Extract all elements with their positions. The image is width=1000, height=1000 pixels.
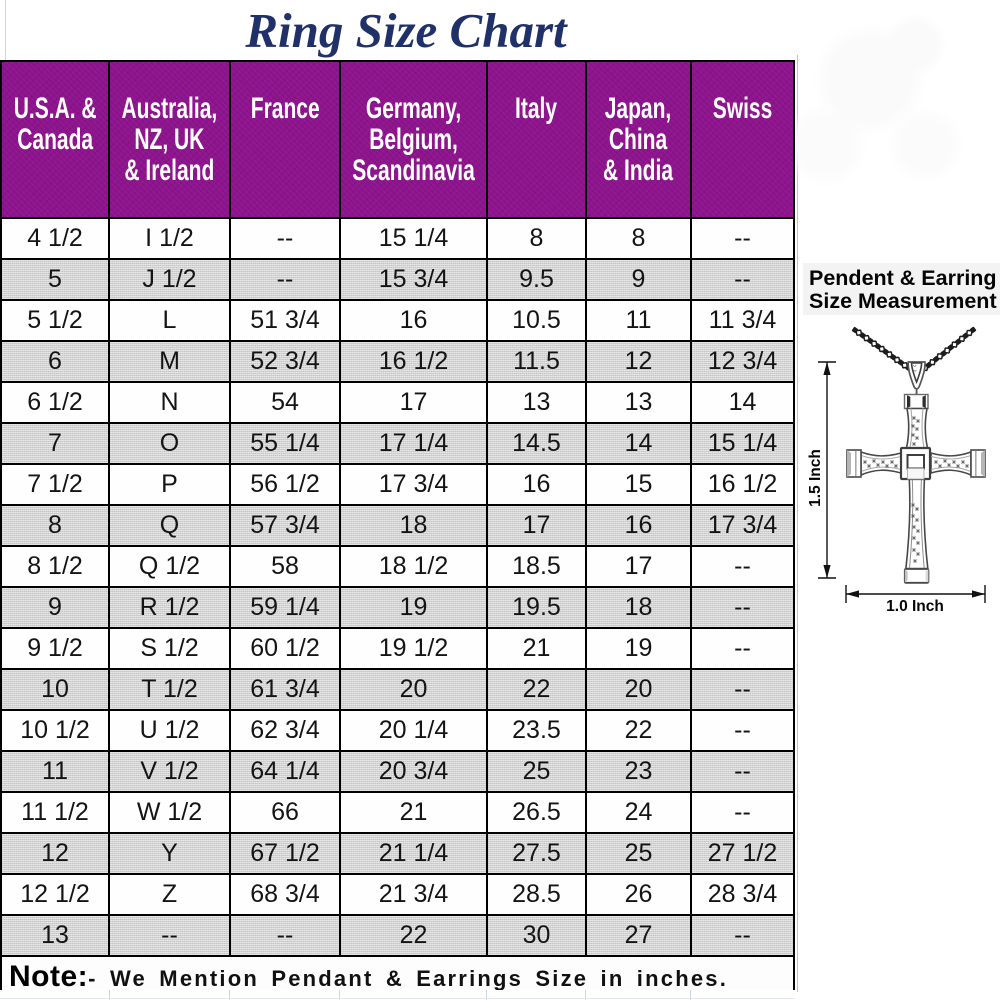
- svg-text:1.0 Inch: 1.0 Inch: [886, 598, 944, 615]
- svg-text:1.5 Inch: 1.5 Inch: [807, 449, 824, 507]
